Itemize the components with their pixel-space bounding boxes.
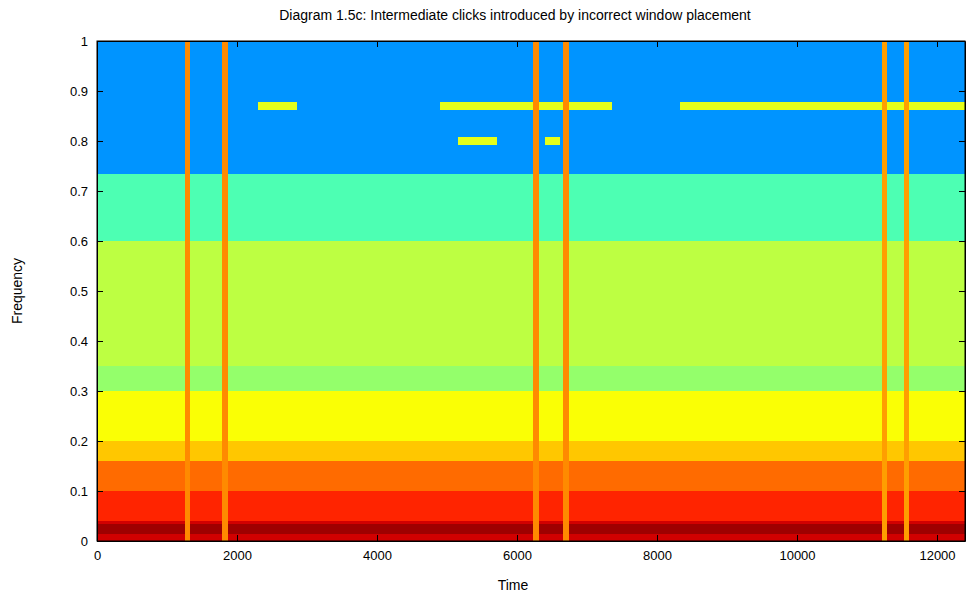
tick-label: 0.2 bbox=[70, 434, 88, 449]
tick-label: 12000 bbox=[919, 548, 955, 563]
heat-cell bbox=[904, 41, 909, 541]
tick-mark bbox=[97, 491, 103, 492]
tick-mark bbox=[517, 535, 518, 541]
tick bbox=[959, 191, 965, 192]
tick-label: 0.9 bbox=[70, 84, 88, 99]
tick: 0.8 bbox=[70, 134, 103, 149]
tick: 0.9 bbox=[70, 84, 103, 99]
tick-mark bbox=[97, 91, 103, 92]
heat-cell bbox=[545, 137, 560, 145]
heat-cell bbox=[258, 102, 297, 110]
tick bbox=[959, 91, 965, 92]
x-axis-title: Time bbox=[498, 577, 529, 593]
tick bbox=[959, 241, 965, 242]
tick-label: 0.7 bbox=[70, 184, 88, 199]
heat-cell bbox=[882, 41, 887, 541]
tick bbox=[959, 291, 965, 292]
plot-area: 0 2000 4000 6000 8000 10000 12000 0 0.1 0.2 0.3 0.4… bbox=[70, 34, 966, 564]
tick-mark bbox=[97, 341, 103, 342]
tick-label: 6000 bbox=[503, 548, 532, 563]
tick: 0.4 bbox=[70, 334, 103, 349]
tick-mark bbox=[97, 391, 103, 392]
tick: 0.6 bbox=[70, 234, 103, 249]
tick-mark bbox=[377, 535, 378, 541]
tick-mark bbox=[97, 241, 103, 242]
tick-mark bbox=[959, 441, 965, 442]
chart-title: Diagram 1.5c: Intermediate clicks introd… bbox=[279, 7, 751, 23]
tick bbox=[937, 41, 938, 47]
tick-mark bbox=[959, 341, 965, 342]
tick bbox=[797, 41, 798, 47]
tick-label: 1 bbox=[81, 34, 88, 49]
tick-label: 0.1 bbox=[70, 484, 88, 499]
tick-mark bbox=[97, 141, 103, 142]
tick-label: 2000 bbox=[223, 548, 252, 563]
tick-mark bbox=[959, 91, 965, 92]
heat-cell bbox=[458, 137, 497, 145]
tick-mark bbox=[937, 535, 938, 541]
x-axis-top bbox=[98, 41, 966, 47]
y-axis-title: Frequency bbox=[9, 258, 25, 324]
tick bbox=[959, 141, 965, 142]
tick-mark bbox=[237, 41, 238, 47]
tick-label: 0.5 bbox=[70, 284, 88, 299]
tick: 0.1 bbox=[70, 484, 103, 499]
heat-cell bbox=[222, 41, 228, 541]
x-axis: 0 2000 4000 6000 8000 10000 12000 bbox=[94, 535, 966, 563]
tick-mark bbox=[97, 191, 103, 192]
tick-mark bbox=[959, 141, 965, 142]
cells bbox=[97, 41, 965, 541]
tick: 2000 bbox=[223, 535, 252, 563]
tick-mark bbox=[959, 191, 965, 192]
tick-mark bbox=[237, 535, 238, 541]
tick: 10000 bbox=[779, 535, 815, 563]
tick bbox=[959, 391, 965, 392]
tick bbox=[517, 41, 518, 47]
tick: 8000 bbox=[643, 535, 672, 563]
tick-label: 0.6 bbox=[70, 234, 88, 249]
tick-mark bbox=[959, 241, 965, 242]
tick-mark bbox=[797, 535, 798, 541]
heat-cell bbox=[563, 41, 569, 541]
heat-cell bbox=[440, 102, 612, 110]
tick-label: 0.8 bbox=[70, 134, 88, 149]
tick: 0.2 bbox=[70, 434, 103, 449]
tick bbox=[959, 441, 965, 442]
tick-mark bbox=[377, 41, 378, 47]
tick-label: 0 bbox=[94, 548, 101, 563]
tick-label: 0.4 bbox=[70, 334, 88, 349]
plot-frame bbox=[97, 41, 965, 541]
tick: 0.5 bbox=[70, 284, 103, 299]
tick-mark bbox=[657, 41, 658, 47]
tick-label: 4000 bbox=[363, 548, 392, 563]
tick: 12000 bbox=[919, 535, 955, 563]
chart: 0 2000 4000 6000 8000 10000 12000 0 0.1 0.2 0.3 0.4… bbox=[0, 0, 972, 598]
tick-mark bbox=[959, 391, 965, 392]
tick-mark bbox=[517, 41, 518, 47]
heat-cell bbox=[533, 41, 539, 541]
tick-mark bbox=[97, 441, 103, 442]
tick-mark bbox=[959, 491, 965, 492]
tick-mark bbox=[959, 291, 965, 292]
tick: 0.7 bbox=[70, 184, 103, 199]
tick: 4000 bbox=[363, 535, 392, 563]
heat-cell bbox=[680, 102, 965, 110]
tick: 0.3 bbox=[70, 384, 103, 399]
tick-mark bbox=[797, 41, 798, 47]
y-axis: 0 0.1 0.2 0.3 0.4 0.5 0.6 0.7 0.8 0.9 1 bbox=[70, 34, 103, 549]
tick bbox=[377, 41, 378, 47]
tick: 6000 bbox=[503, 535, 532, 563]
tick-mark bbox=[657, 535, 658, 541]
tick-label: 10000 bbox=[779, 548, 815, 563]
tick-label: 0 bbox=[81, 534, 88, 549]
tick bbox=[959, 341, 965, 342]
tick bbox=[237, 41, 238, 47]
tick-label: 0.3 bbox=[70, 384, 88, 399]
heat-cell bbox=[185, 41, 191, 541]
tick-mark bbox=[97, 291, 103, 292]
tick bbox=[959, 491, 965, 492]
tick-mark bbox=[937, 41, 938, 47]
tick-label: 8000 bbox=[643, 548, 672, 563]
tick bbox=[657, 41, 658, 47]
